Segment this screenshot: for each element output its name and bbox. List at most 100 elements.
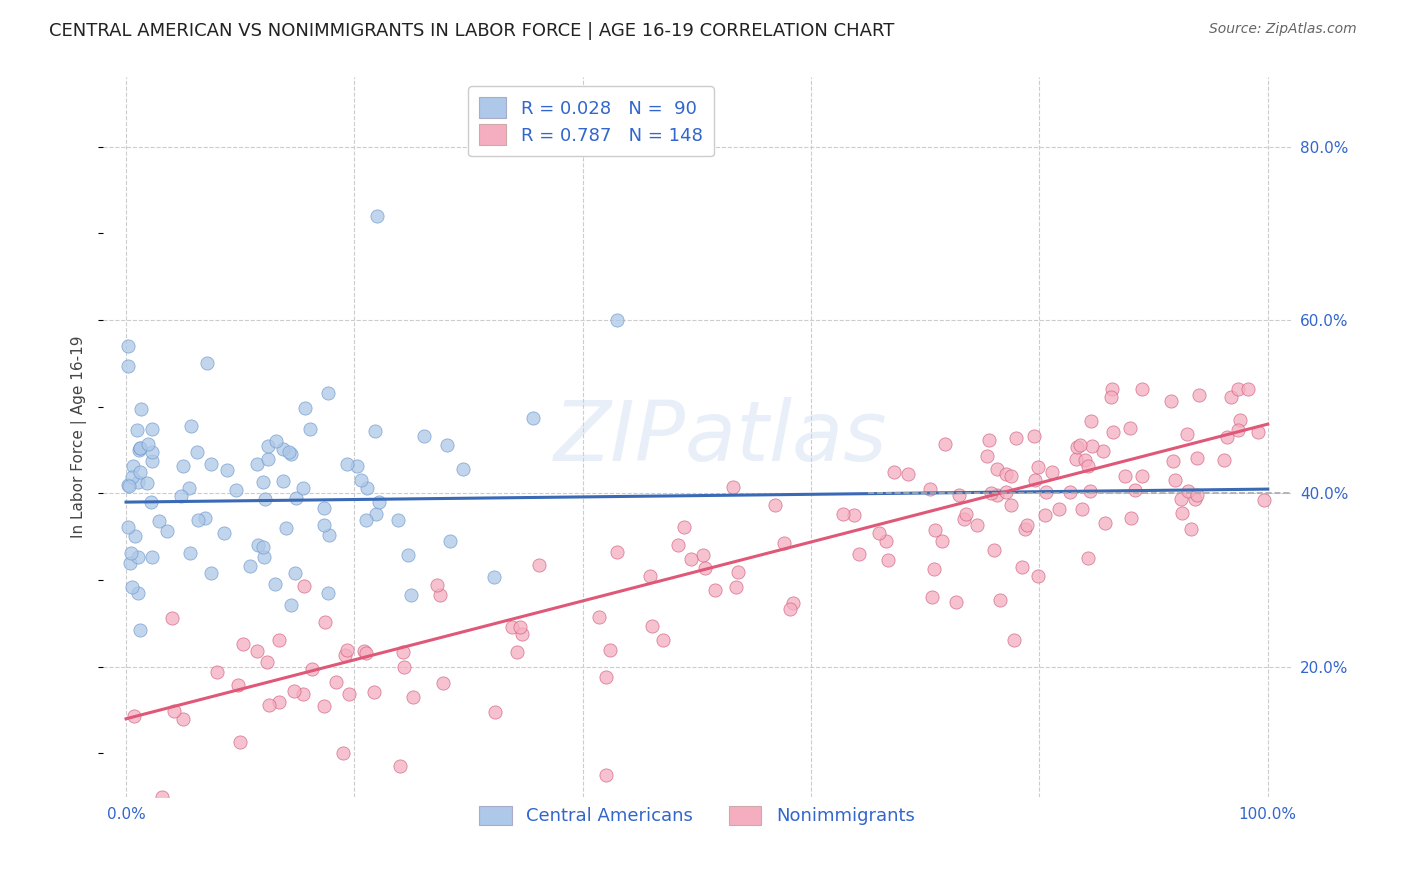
Point [652,632,675,647]
Point [257,698,280,712]
Point [1026,459,1049,474]
Point [779,602,801,616]
Point [721,480,744,494]
Point [368,495,391,509]
Legend: Central Americans, Nonimmigrants: Central Americans, Nonimmigrants [470,797,924,835]
Point [205,665,228,680]
Point [432,676,454,690]
Point [346,458,368,473]
Point [413,429,436,443]
Point [263,577,285,591]
Point [1014,522,1036,536]
Point [1022,429,1045,443]
Point [763,499,786,513]
Point [187,513,209,527]
Point [292,579,315,593]
Point [1163,473,1185,487]
Point [773,536,796,550]
Point [278,444,301,458]
Point [253,550,276,565]
Point [436,438,458,452]
Point [273,442,295,457]
Point [267,632,290,647]
Point [179,545,201,559]
Point [284,566,307,580]
Point [318,528,340,542]
Point [141,445,163,459]
Point [122,708,145,723]
Point [842,508,865,522]
Point [1069,438,1091,452]
Point [396,548,419,562]
Point [332,747,354,761]
Point [148,514,170,528]
Point [1170,492,1192,507]
Point [1130,383,1153,397]
Point [267,695,290,709]
Point [127,550,149,565]
Point [666,538,689,552]
Point [1066,452,1088,467]
Point [283,684,305,698]
Point [897,467,920,482]
Point [226,678,249,692]
Point [1160,393,1182,408]
Point [641,618,664,632]
Point [1040,465,1063,479]
Point [1078,483,1101,498]
Point [128,441,150,455]
Point [595,670,617,684]
Point [325,674,347,689]
Point [1059,485,1081,500]
Point [931,534,953,549]
Point [172,712,194,726]
Point [271,474,294,488]
Point [1004,633,1026,648]
Point [509,620,531,634]
Point [246,644,269,658]
Point [274,521,297,535]
Point [252,540,274,554]
Point [136,437,159,451]
Point [599,643,621,657]
Point [501,620,523,634]
Point [141,494,163,508]
Point [292,481,315,495]
Point [356,512,378,526]
Point [1130,468,1153,483]
Point [264,434,287,448]
Point [336,457,359,471]
Point [966,517,988,532]
Point [980,485,1002,500]
Point [120,546,142,560]
Point [934,436,956,450]
Point [1184,492,1206,507]
Point [364,424,387,438]
Point [1161,454,1184,468]
Point [522,410,544,425]
Point [606,545,628,559]
Point [1247,425,1270,439]
Point [1071,502,1094,516]
Point [782,596,804,610]
Point [1237,383,1260,397]
Point [848,547,870,561]
Point [703,582,725,597]
Point [1212,453,1234,467]
Point [1017,518,1039,533]
Point [681,551,703,566]
Point [920,482,942,496]
Point [215,463,238,477]
Point [1094,516,1116,531]
Point [120,556,142,570]
Point [399,588,422,602]
Point [314,615,336,629]
Point [595,768,617,782]
Point [129,465,152,479]
Point [1119,511,1142,525]
Point [994,485,1017,500]
Point [117,359,139,373]
Point [672,520,695,534]
Point [875,534,897,549]
Point [363,685,385,699]
